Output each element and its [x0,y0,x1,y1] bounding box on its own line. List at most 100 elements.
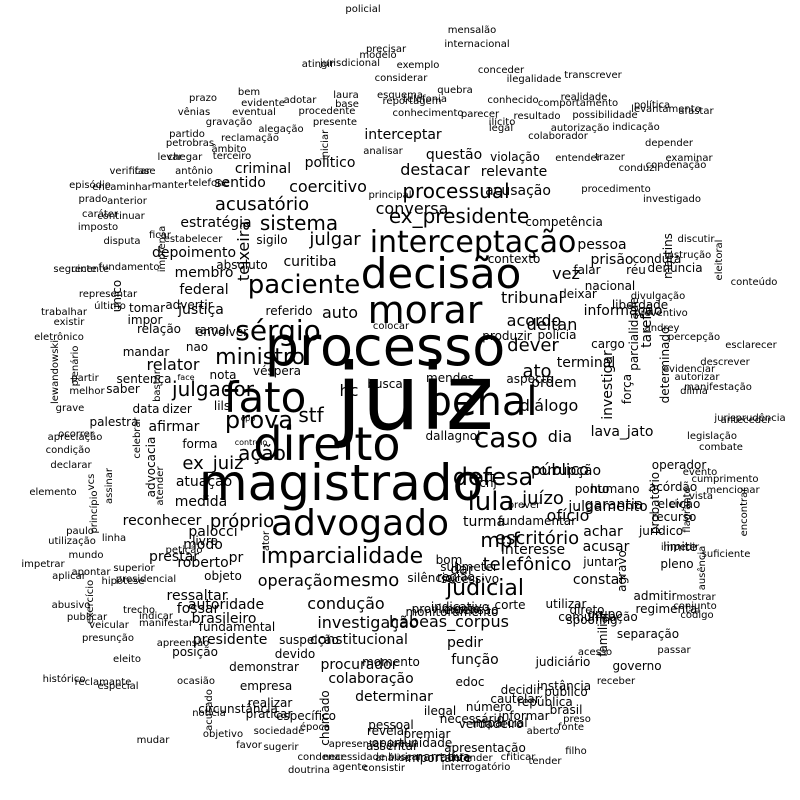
cloud-word: monitoramento [405,605,499,619]
cloud-word: levar [157,152,183,163]
cloud-word: linha [101,533,127,544]
cloud-word: dilma [680,386,708,397]
cloud-word: comportamento [537,98,619,109]
cloud-word: reconhecer [122,513,202,529]
cloud-word: agente [332,762,368,773]
cloud-word: penal [426,379,538,425]
cloud-word: legislação [687,431,737,442]
cloud-word: eletrônico [34,332,84,343]
cloud-word: mundo [68,550,104,561]
cloud-word: achar [583,524,623,540]
cloud-word: lewandowski [50,340,61,404]
cloud-word: contexto [487,252,541,266]
cloud-word: relator [146,355,200,374]
cloud-word: bom [435,553,463,567]
cloud-word: veicular [89,620,129,631]
cloud-word: medida [174,494,228,510]
cloud-word: número [465,700,513,714]
cloud-word: fundamento [98,262,160,273]
cloud-word: interrogatório [441,762,511,773]
cloud-word: doutrina [287,765,331,776]
cloud-word: instância [536,679,592,693]
cloud-word: analisar [363,146,403,157]
cloud-word: cumprimento [691,474,759,485]
cloud-word: autorizar [674,372,720,383]
cloud-word: suficiente [701,549,751,560]
cloud-word: apresentar [328,739,384,750]
cloud-word: ocasião [177,676,215,687]
cloud-word: evidente [241,98,285,109]
cloud-word: eleito [113,654,141,665]
cloud-word: provimento [411,602,481,616]
cloud-word: limite [663,540,697,554]
cloud-word: assinar [104,468,115,504]
cloud-word: acusar [582,539,630,555]
cloud-word: recurso [651,510,697,524]
cloud-word: indicativo [430,600,490,614]
cloud-word: plenário [70,345,81,387]
cloud-word: sentido [214,175,266,191]
cloud-word: partido [169,129,205,140]
cloud-word: realidade [560,92,608,103]
cloud-word: nao [185,340,209,354]
cloud-word: processual [402,179,510,203]
cloud-word: prever [507,500,541,511]
cloud-word: gravação [205,117,253,128]
cloud-word: república [517,695,573,709]
cloud-word: atuação [175,474,233,490]
cloud-word: cnj [479,476,497,490]
cloud-word: nacional [584,279,636,293]
cloud-word: prado [78,194,108,205]
cloud-word: encaminhar [92,182,152,193]
cloud-word: ex_presidente [388,204,530,228]
cloud-word: ato [522,361,552,382]
cloud-word: hc [339,381,359,400]
cloud-word: julgador [172,377,254,401]
cloud-word: melhor [69,386,105,397]
cloud-word: ilegal [423,704,457,718]
cloud-word: conceder [477,65,525,76]
cloud-word: declarar [50,460,92,471]
cloud-word: presunção [81,633,135,644]
cloud-word: defesa [452,463,534,491]
cloud-word: acusação [485,183,551,199]
cloud-word: autorização [550,123,610,134]
cloud-word: corte [494,598,526,612]
cloud-word: tribunal [501,288,563,307]
cloud-word: instrução [664,250,712,261]
cloud-word: fonte [557,722,585,733]
cloud-word: dar [450,562,474,578]
cloud-word: interesse [500,542,566,558]
cloud-word: paciente [247,270,361,300]
cloud-word: premiar [403,727,451,741]
cloud-word: aberto [526,726,560,737]
cloud-word: código [680,610,714,621]
cloud-word: resultado [513,111,561,122]
cloud-word: reportagem [382,96,442,107]
cloud-word: diálogo [519,396,579,415]
cloud-word: acórdão [648,480,698,494]
cloud-word: internacional [444,39,510,50]
cloud-word: possibilidade [572,110,638,121]
cloud-word: esquema [376,90,424,101]
cloud-word: dallagnol [425,429,481,443]
cloud-word: acordo [506,311,562,330]
cloud-word: tender [528,756,562,767]
cloud-word: jurídico [638,524,684,538]
cloud-word: disputa [103,236,141,247]
cloud-word: suspeição [279,633,339,647]
cloud-word: mandar [122,345,170,359]
cloud-word: objeto [204,569,242,583]
cloud-word: informar [498,709,550,723]
cloud-word: liberdade [611,298,669,312]
cloud-word: manifestação [684,382,752,393]
cloud-word: terceiro [212,151,252,162]
cloud-word: partir [71,373,99,384]
cloud-word: política [633,100,671,111]
cloud-word: andrey [644,323,680,334]
cloud-word: apresentação [444,741,526,755]
cloud-word: extensão [443,603,499,617]
cloud-word: único [110,279,124,313]
cloud-word: praticar [245,707,293,721]
cloud-word: notícia [192,708,226,719]
